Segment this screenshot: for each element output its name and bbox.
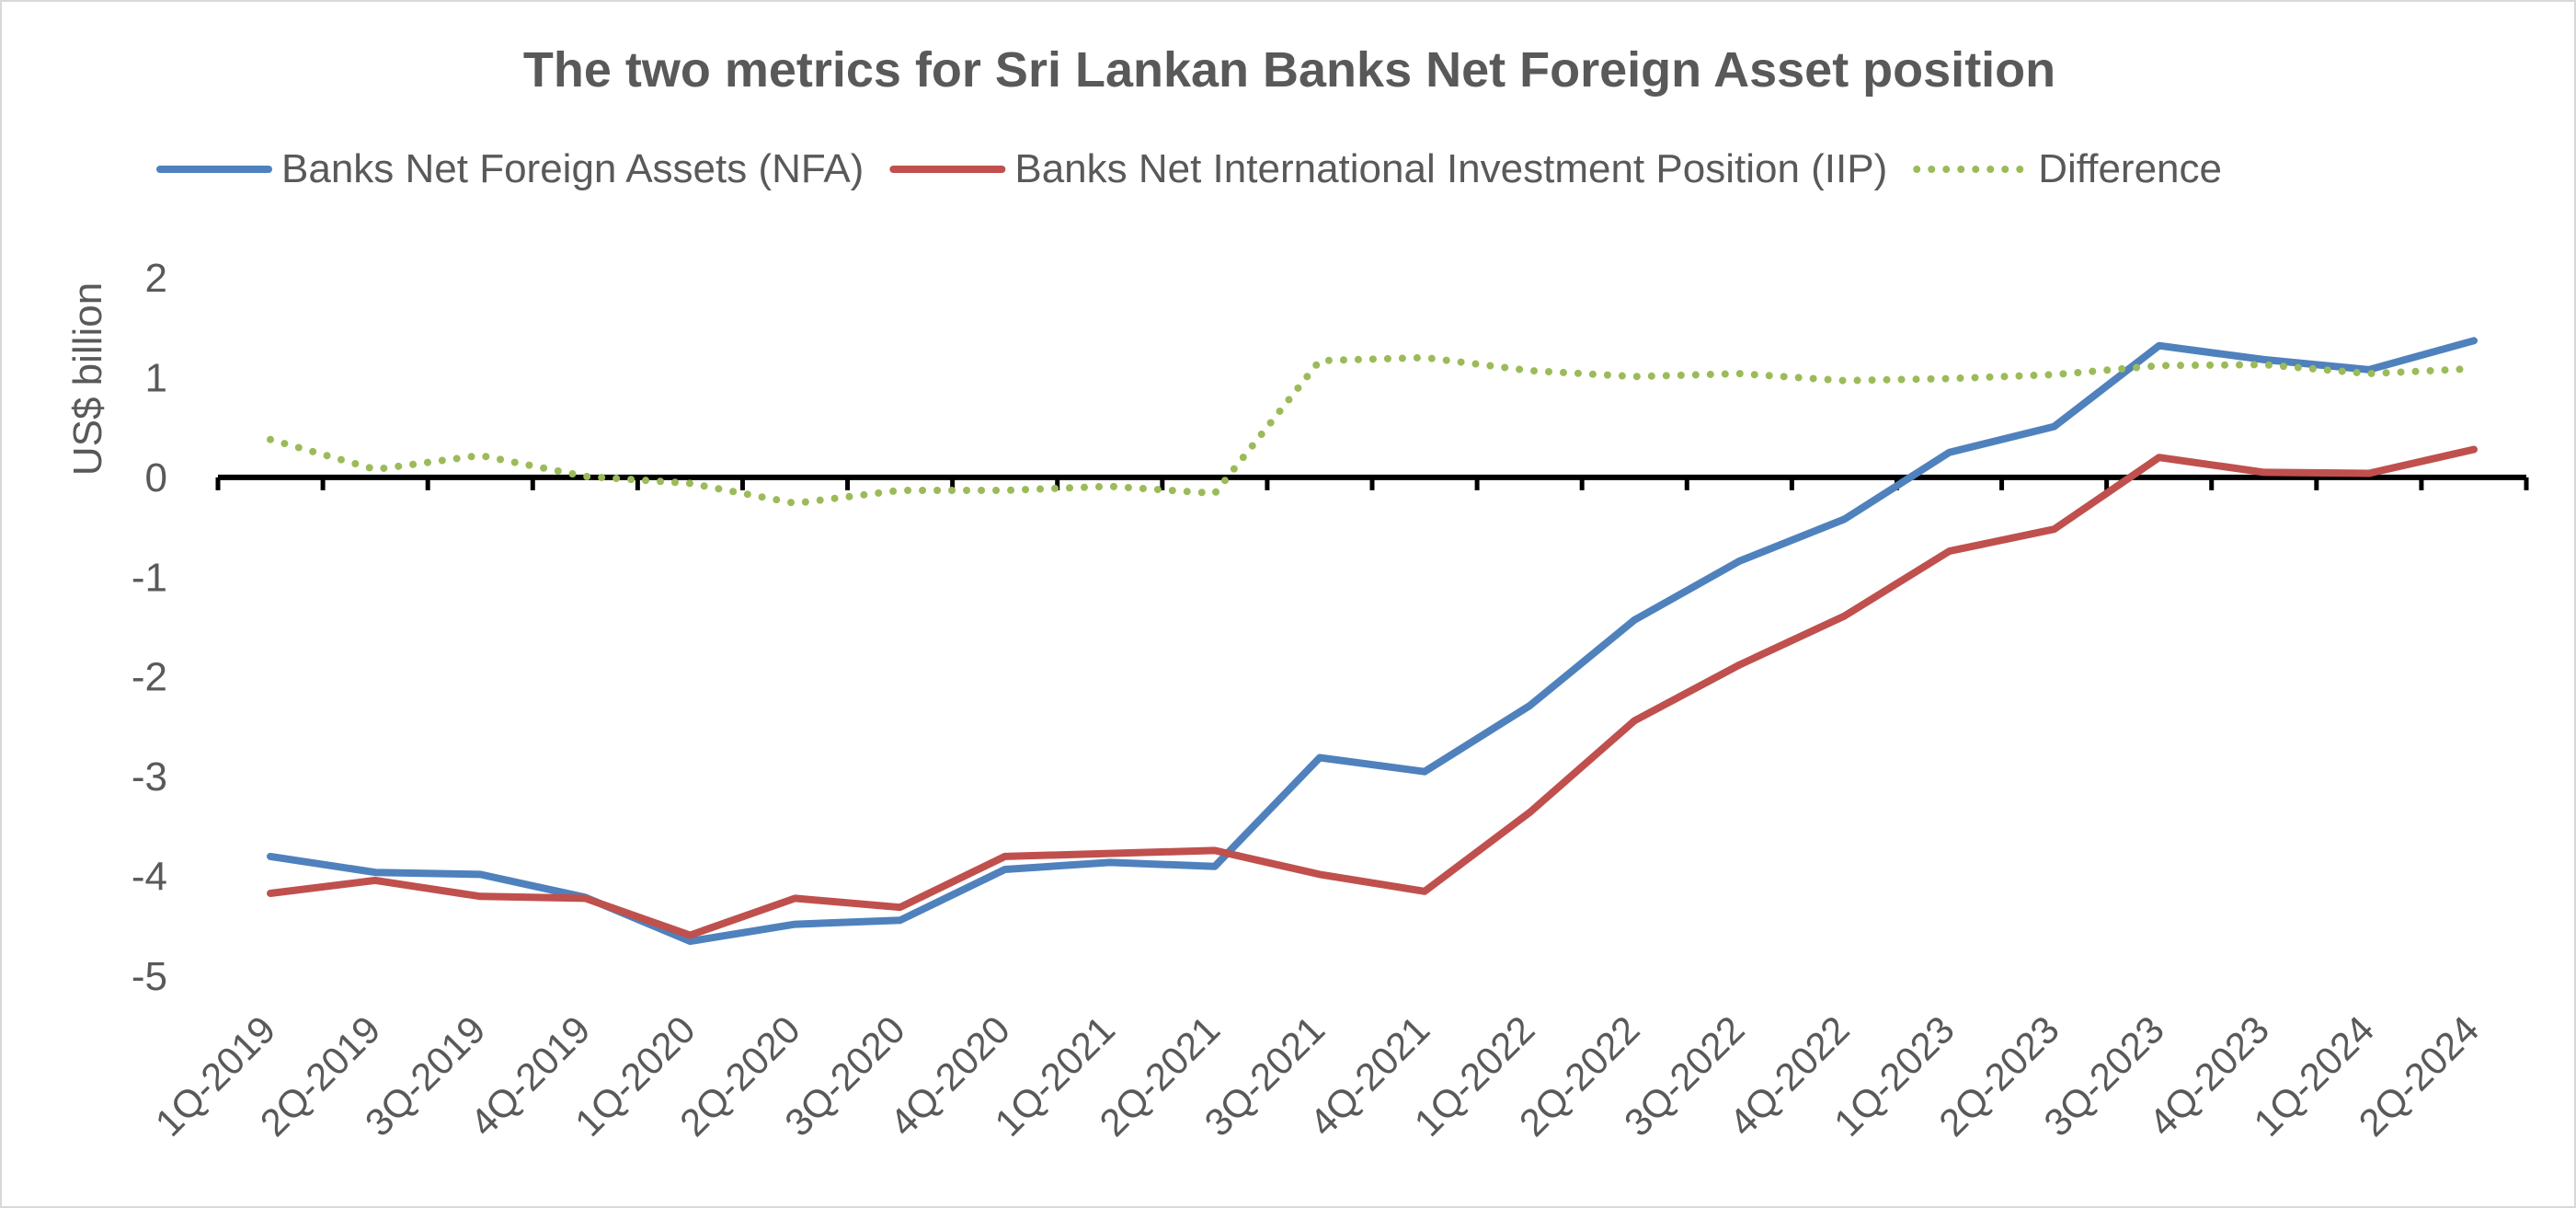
x-axis <box>215 474 2529 490</box>
series-line-banks-net-foreign-assets-nfa <box>267 337 2478 946</box>
chart-title: The two metrics for Sri Lankan Banks Net… <box>523 42 2055 98</box>
y-axis-title: US$ billion <box>65 282 110 476</box>
y-tick-label: -2 <box>132 655 167 700</box>
series-line-banks-net-international-investment-position-iip <box>267 445 2478 939</box>
y-tick-label: 0 <box>145 455 167 500</box>
legend-item-banks-net-foreign-assets-nfa: Banks Net Foreign Assets (NFA) <box>156 146 864 191</box>
x-axis-ticks: 1Q-20192Q-20193Q-20194Q-20191Q-20202Q-20… <box>147 1007 2488 1145</box>
legend-label: Difference <box>2038 146 2222 191</box>
y-tick-label: 2 <box>145 256 167 301</box>
series-line-difference <box>267 353 2478 507</box>
y-tick-label: -4 <box>132 855 167 900</box>
legend-label: Banks Net International Investment Posit… <box>1014 146 1887 191</box>
y-tick-label: -3 <box>132 754 167 800</box>
y-tick-label: 1 <box>145 355 167 400</box>
y-axis-ticks: 2 1 0 -1 -2 -3 -4 -5 <box>132 256 167 999</box>
y-tick-label: -5 <box>132 954 167 999</box>
series-lines <box>267 337 2478 946</box>
y-tick-label: -1 <box>132 555 167 600</box>
legend-item-difference: Difference <box>1913 146 2222 191</box>
legend-label: Banks Net Foreign Assets (NFA) <box>281 146 864 191</box>
legend-item-banks-net-international-investment-position-iip: Banks Net International Investment Posit… <box>889 146 1887 191</box>
legend: Banks Net Foreign Assets (NFA) Banks Net … <box>156 146 2222 191</box>
